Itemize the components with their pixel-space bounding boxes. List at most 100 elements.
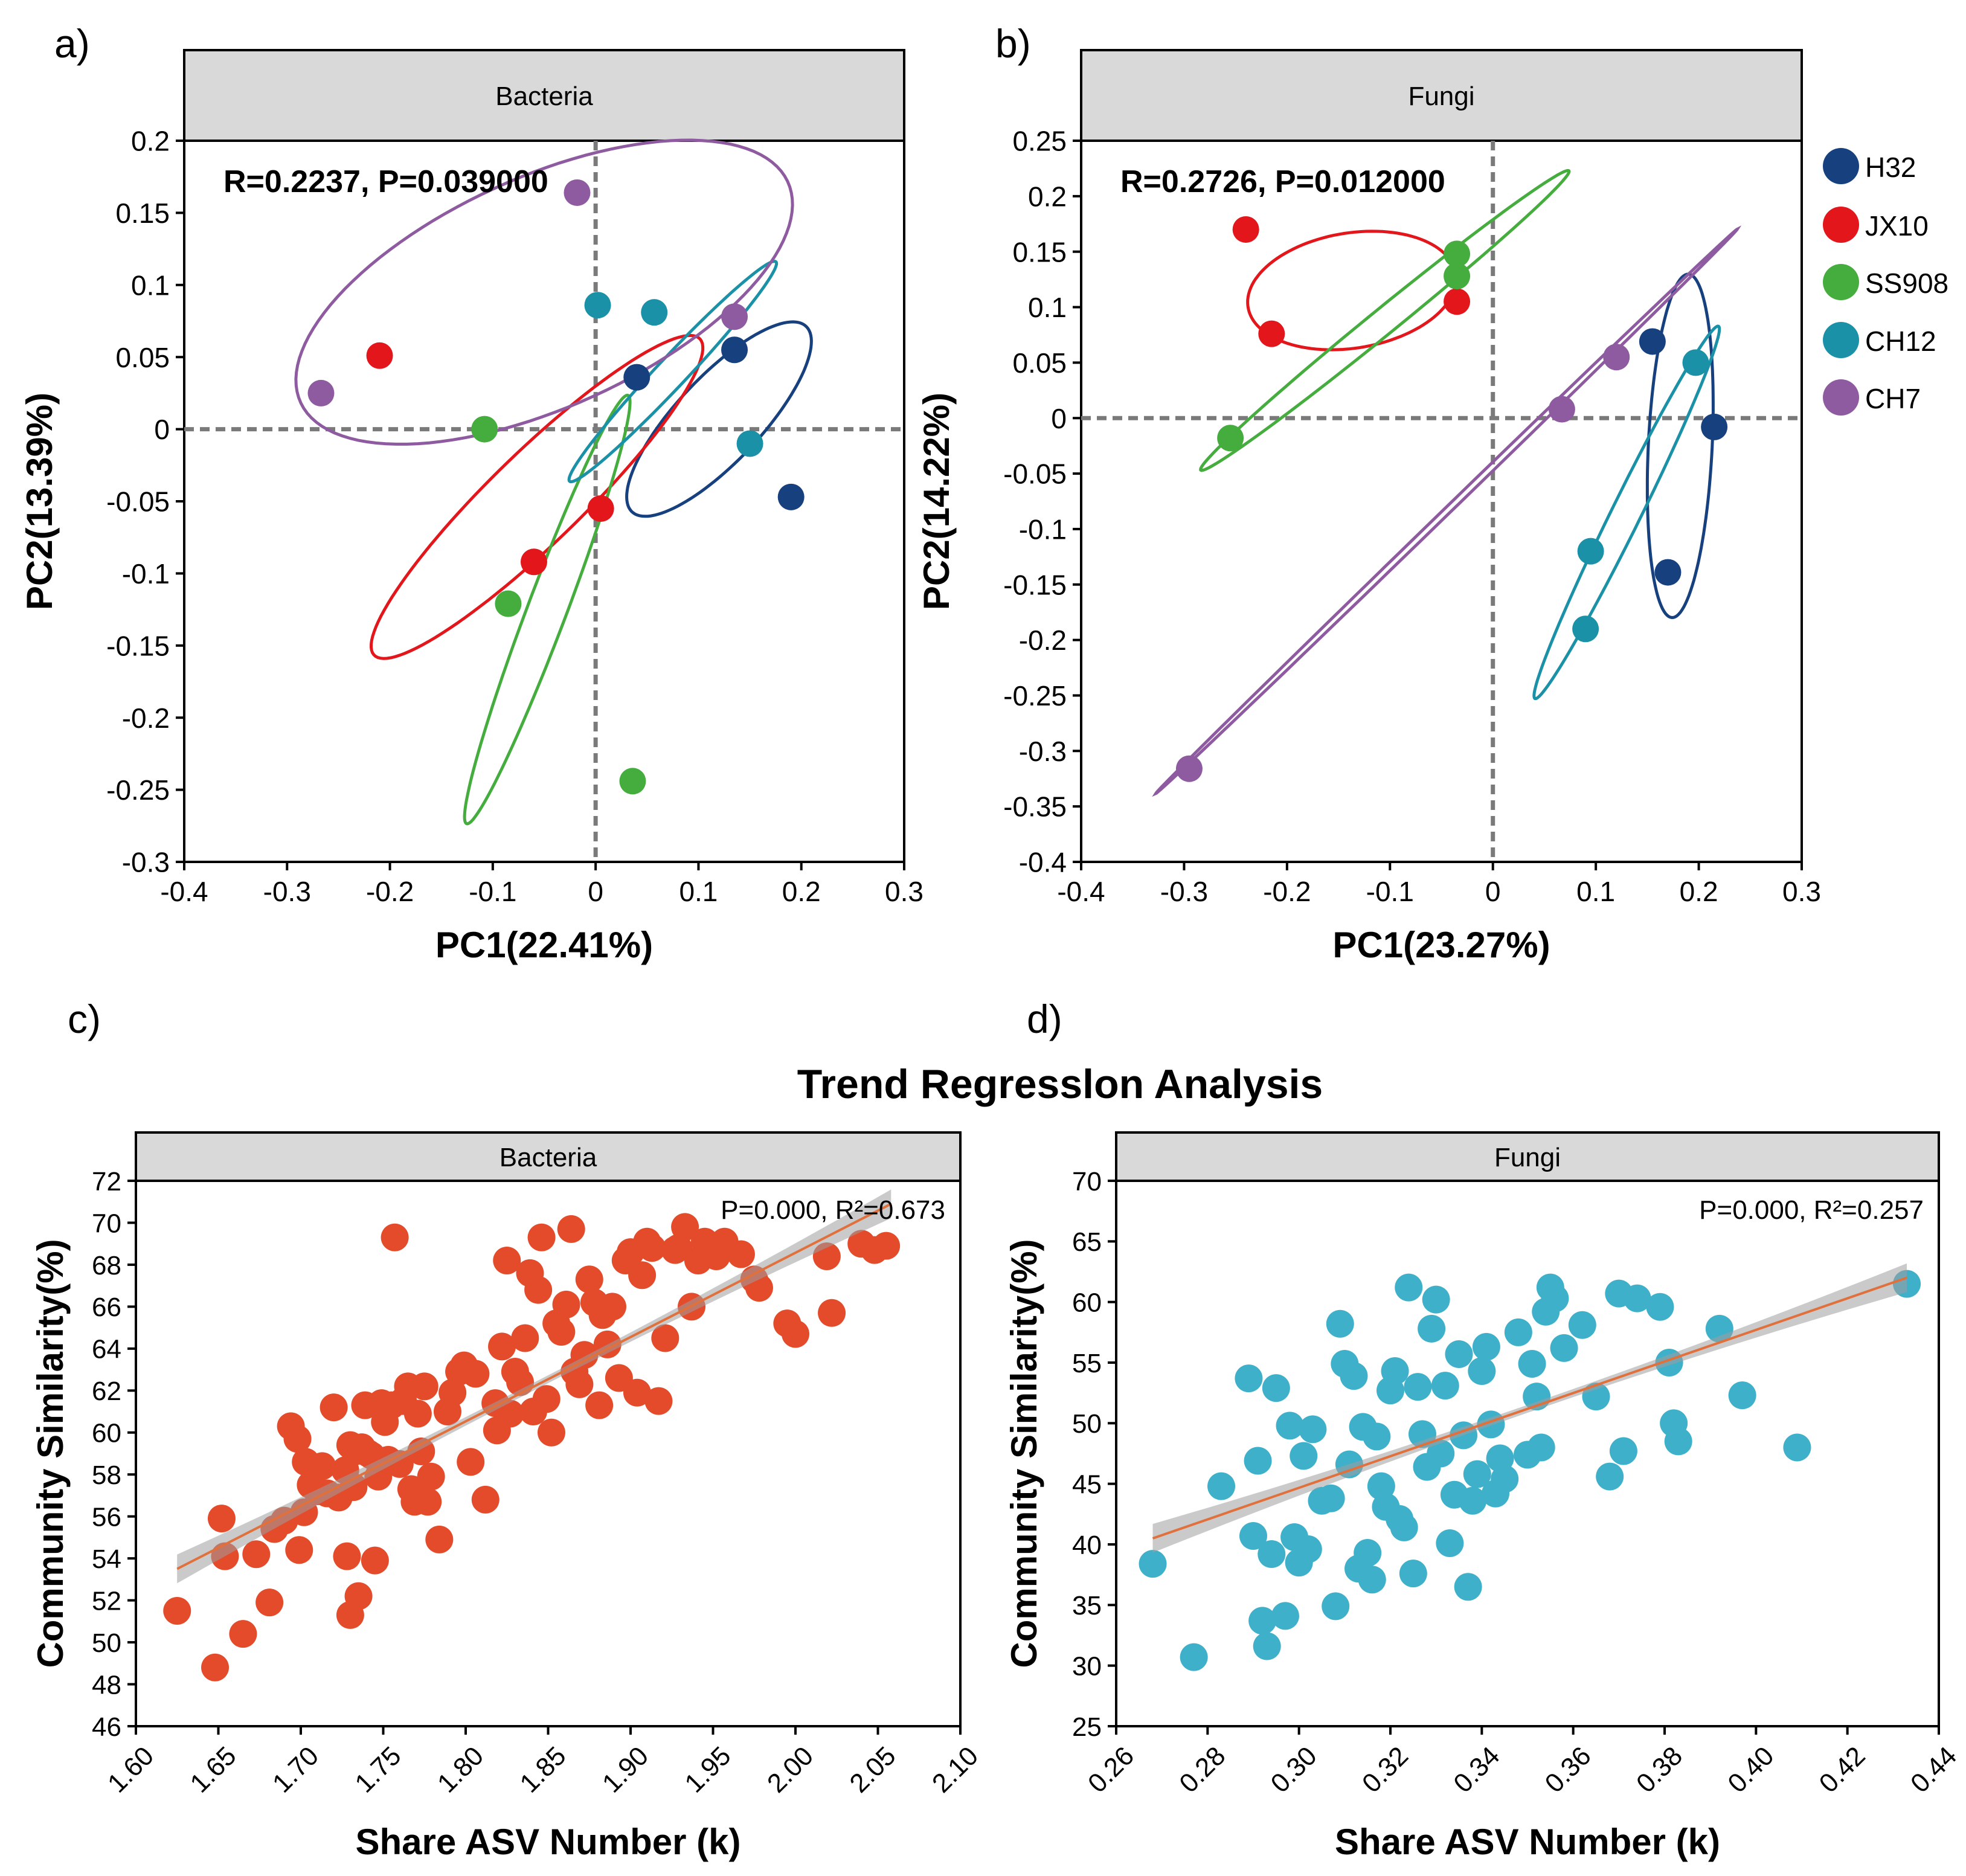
x-tick-label: 0.44 bbox=[1905, 1741, 1962, 1798]
data-point bbox=[1445, 1340, 1473, 1368]
y-tick-label: 70 bbox=[1072, 1167, 1102, 1197]
point-ch7 bbox=[721, 303, 748, 330]
data-point bbox=[565, 1370, 594, 1398]
data-point bbox=[410, 1372, 438, 1401]
x-tick-label: 2.05 bbox=[844, 1741, 901, 1798]
y-tick-label: 35 bbox=[1072, 1591, 1102, 1621]
x-tick-label: 0.3 bbox=[885, 876, 924, 907]
data-point bbox=[1262, 1374, 1290, 1402]
y-tick-label: -0.4 bbox=[1019, 847, 1067, 878]
confidence-ellipse-ss908 bbox=[1199, 169, 1571, 472]
panel-a-bacteria-pca: Bacteria-0.4 -0.3 -0.2 -0.1 0 0.1 0.2 0.3-0.3-0… bbox=[19, 49, 924, 965]
data-point bbox=[1271, 1602, 1299, 1630]
plot-frame bbox=[1115, 1180, 1940, 1727]
x-tick-label: 1.80 bbox=[432, 1741, 489, 1798]
x-tick-label: 0.28 bbox=[1174, 1741, 1231, 1798]
data-point bbox=[1258, 1540, 1286, 1569]
x-tick-label: 2.10 bbox=[927, 1741, 984, 1798]
x-axis-title: Share ASV Number (k) bbox=[1335, 1822, 1720, 1862]
strip-title: Bacteria bbox=[500, 1143, 597, 1172]
data-point bbox=[417, 1462, 445, 1491]
point-h32 bbox=[777, 483, 805, 510]
legend-marker-jx10 bbox=[1823, 207, 1859, 243]
data-point bbox=[585, 1391, 614, 1419]
legend-label-h32: H32 bbox=[1865, 152, 1916, 183]
y-tick-label: 0 bbox=[1051, 403, 1067, 434]
y-tick-label: -0.25 bbox=[106, 774, 170, 806]
regression-line bbox=[176, 1203, 892, 1570]
data-point bbox=[1427, 1439, 1455, 1468]
point-ch7 bbox=[1548, 396, 1575, 423]
data-point bbox=[1664, 1427, 1692, 1456]
y-tick-label: 45 bbox=[1072, 1470, 1102, 1500]
point-h32 bbox=[721, 336, 748, 364]
y-tick-label: -0.3 bbox=[122, 847, 170, 878]
data-point bbox=[1235, 1364, 1263, 1393]
y-tick-label: 50 bbox=[1072, 1409, 1102, 1439]
data-point bbox=[1436, 1529, 1464, 1557]
data-point bbox=[255, 1588, 284, 1617]
x-tick-label: 0.38 bbox=[1631, 1741, 1688, 1798]
data-point bbox=[283, 1425, 312, 1453]
data-point bbox=[493, 1246, 521, 1274]
x-tick-label: 0.42 bbox=[1814, 1741, 1871, 1798]
data-point bbox=[598, 1293, 626, 1321]
y-tick-label: 0.15 bbox=[115, 198, 170, 229]
data-point bbox=[461, 1360, 490, 1388]
y-axis-title: PC2(14.22%) bbox=[916, 393, 957, 610]
data-point bbox=[1596, 1462, 1624, 1491]
point-jx10 bbox=[1258, 320, 1285, 347]
strip-header bbox=[183, 49, 905, 142]
point-ch12 bbox=[641, 299, 668, 326]
data-point bbox=[1317, 1484, 1345, 1512]
data-point bbox=[1422, 1285, 1450, 1314]
data-point bbox=[532, 1385, 561, 1413]
y-tick-label: 0.2 bbox=[1028, 181, 1067, 212]
data-point bbox=[438, 1378, 467, 1407]
confidence-ellipse-h32 bbox=[625, 320, 813, 518]
legend-label-jx10: JX10 bbox=[1865, 210, 1929, 242]
data-point bbox=[1609, 1437, 1637, 1465]
data-point bbox=[285, 1536, 313, 1564]
data-point bbox=[1783, 1433, 1811, 1462]
data-point bbox=[333, 1542, 361, 1570]
point-ss908 bbox=[1444, 240, 1471, 268]
legend-marker-ch12 bbox=[1823, 322, 1859, 358]
point-h32 bbox=[623, 364, 651, 391]
x-tick-label: -0.4 bbox=[160, 876, 208, 907]
y-axis-title: PC2(13.39%) bbox=[19, 393, 60, 610]
point-ch12 bbox=[736, 430, 763, 457]
x-tick-label: 1.85 bbox=[514, 1741, 571, 1798]
point-ss908 bbox=[1217, 425, 1244, 452]
x-tick-label: -0.2 bbox=[366, 876, 414, 907]
x-tick-label: -0.3 bbox=[1160, 876, 1208, 907]
y-axis-title: Community Similarity(%) bbox=[1004, 1239, 1044, 1668]
stats-annotation: R=0.2726, P=0.012000 bbox=[1120, 164, 1445, 199]
data-point bbox=[1418, 1314, 1446, 1343]
point-ch12 bbox=[1572, 615, 1599, 643]
panel-label-b: b) bbox=[995, 21, 1031, 66]
data-point bbox=[163, 1596, 191, 1625]
x-tick-label: 0.1 bbox=[679, 876, 718, 907]
data-point bbox=[1207, 1472, 1236, 1500]
panel-label-a: a) bbox=[54, 21, 90, 66]
data-point bbox=[537, 1418, 565, 1447]
y-tick-label: 65 bbox=[1072, 1227, 1102, 1257]
data-point bbox=[1390, 1513, 1418, 1541]
data-point bbox=[1527, 1433, 1555, 1462]
x-axis-title: PC1(22.41%) bbox=[435, 925, 653, 965]
data-point bbox=[1728, 1381, 1756, 1410]
data-point bbox=[671, 1213, 699, 1241]
y-tick-label: 0.15 bbox=[1012, 236, 1067, 268]
y-axis-title: Community Similarity(%) bbox=[30, 1239, 71, 1668]
data-point bbox=[1518, 1350, 1546, 1378]
y-tick-label: -0.15 bbox=[1003, 569, 1067, 600]
data-point bbox=[664, 1234, 693, 1262]
data-point bbox=[1459, 1486, 1487, 1515]
main-title: Trend Regresslon Analysis bbox=[797, 1061, 1323, 1107]
confidence-ellipse-ch7 bbox=[1152, 225, 1742, 797]
y-tick-label: -0.1 bbox=[1019, 513, 1067, 545]
confidence-ellipse-jx10 bbox=[369, 333, 705, 660]
point-ss908 bbox=[495, 590, 522, 617]
strip-title: Fungi bbox=[1494, 1143, 1561, 1172]
